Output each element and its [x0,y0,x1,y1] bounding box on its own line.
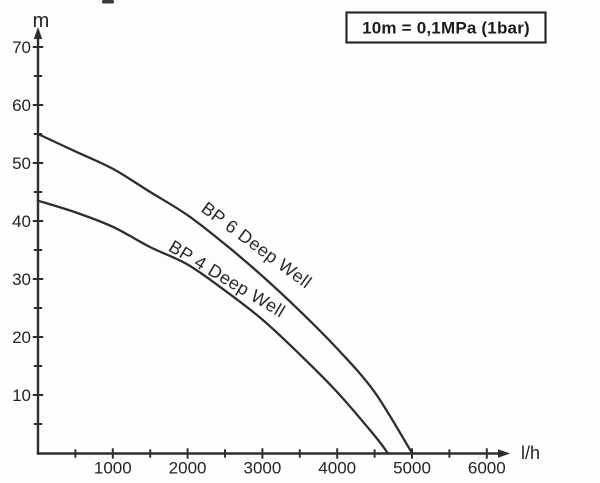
pump-curves [36,132,414,455]
axes [33,27,510,458]
y-tick-label: 20 [12,328,31,347]
tick-marks: 1000 2000 3000 4000 5000 6000 10 20 30 40 50 60 70 [12,38,506,478]
cropped-text-artifact [102,0,114,4]
pressure-note-border [345,11,547,44]
x-tick-label: 3000 [243,459,281,478]
x-axis-unit-label: l/h [521,443,540,463]
y-tick-label: 40 [12,212,31,231]
x-tick-label: 5000 [393,459,431,478]
y-tick-label: 50 [12,154,31,173]
x-axis-arrowhead-icon [498,449,510,458]
y-axis-arrowhead-icon [33,27,43,39]
pressure-note-box: 10m = 0,1MPa (1bar) [345,11,547,44]
y-tick-label: 60 [12,96,31,115]
x-tick-label: 2000 [169,459,207,478]
y-tick-label: 70 [12,38,31,57]
x-tick-label: 4000 [318,459,356,478]
x-tick-label: 6000 [468,459,506,478]
y-tick-label: 10 [12,386,31,405]
x-tick-label: 1000 [94,459,132,478]
pressure-note-text: 10m = 0,1MPa (1bar) [362,19,530,38]
curve-bp-4-deep-well [36,199,389,455]
curve-bp-6-deep-well [36,132,414,455]
y-axis-unit-label: m [33,10,50,32]
y-tick-label: 30 [12,270,31,289]
